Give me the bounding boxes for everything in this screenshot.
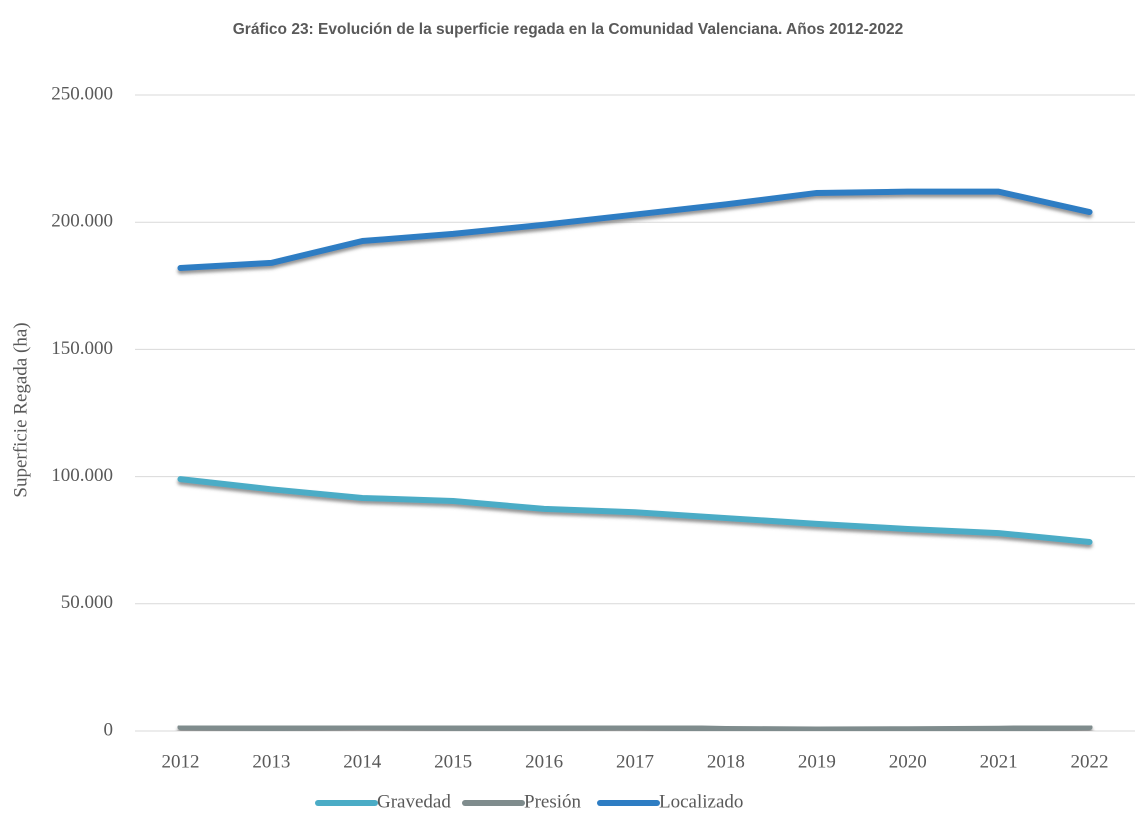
x-tick-label: 2016: [525, 751, 563, 772]
x-tick-label: 2020: [889, 751, 927, 772]
y-tick-label: 200.000: [51, 211, 113, 232]
chart-title: Gráfico 23: Evolución de la superficie r…: [233, 21, 903, 38]
y-tick-label: 50.000: [61, 592, 113, 613]
y-tick-label: 150.000: [51, 338, 113, 359]
line-series: [177, 476, 1093, 545]
x-tick-label: 2019: [798, 751, 836, 772]
line-series: [177, 723, 1093, 733]
legend-label: Presión: [524, 791, 582, 812]
x-tick-label: 2021: [980, 751, 1018, 772]
y-tick-label: 250.000: [51, 83, 113, 104]
x-tick-label: 2012: [161, 751, 199, 772]
legend-label: Gravedad: [377, 791, 451, 812]
legend-label: Localizado: [659, 791, 743, 812]
x-tick-label: 2014: [343, 751, 382, 772]
x-tick-label: 2018: [707, 751, 745, 772]
x-tick-label: 2022: [1071, 751, 1109, 772]
x-tick-label: 2017: [616, 751, 654, 772]
x-tick-label: 2015: [434, 751, 472, 772]
x-tick-label: 2013: [252, 751, 290, 772]
line-series: [177, 188, 1093, 271]
y-axis-label: Superficie Regada (ha): [10, 322, 31, 497]
y-tick-label: 0: [104, 719, 114, 740]
y-tick-label: 100.000: [51, 465, 113, 486]
